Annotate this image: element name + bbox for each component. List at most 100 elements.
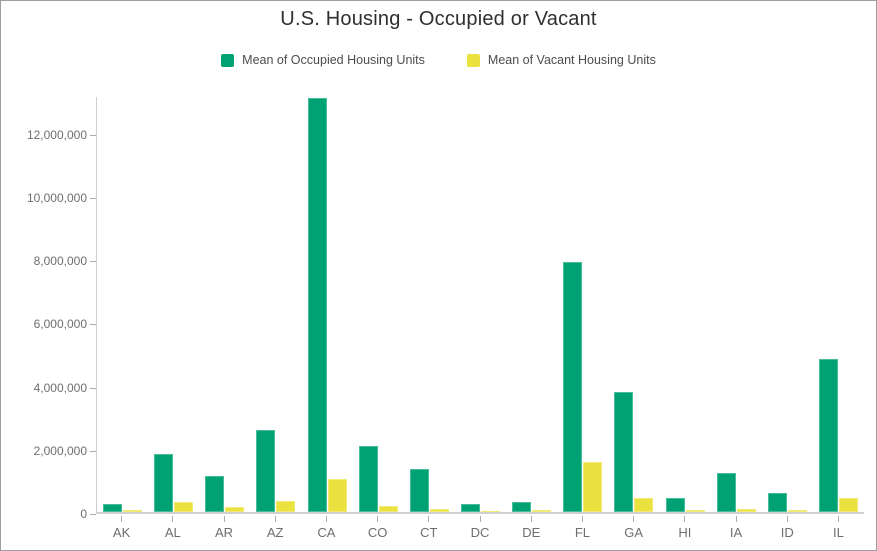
x-label-de: DE [522, 525, 541, 540]
occupied-bar-co[interactable] [358, 445, 378, 512]
y-tick-label: 12,000,000 [26, 127, 87, 142]
y-tick-mark [90, 198, 96, 200]
bar-group-fl [557, 97, 608, 512]
x-label-ca: CA [317, 525, 336, 540]
bar-group-dc [455, 97, 506, 512]
vacant-bar-ga[interactable] [634, 498, 654, 512]
x-axis-labels: AK AL AR AZ CA CO CT DC DE FL GA HI IA ID IL [96, 525, 864, 540]
occupied-bar-id[interactable] [767, 493, 787, 512]
vacant-bar-ak[interactable] [123, 510, 143, 512]
vacant-bar-ar[interactable] [225, 506, 245, 512]
occupied-bar-dc[interactable] [461, 504, 481, 512]
x-tick-mark [223, 516, 225, 522]
x-tick-mark [786, 516, 788, 522]
vacant-bar-co[interactable] [378, 506, 398, 512]
vacant-bar-id[interactable] [787, 510, 807, 512]
x-tick-cell [147, 516, 198, 522]
bar-group-ak [97, 97, 148, 512]
y-tick-mark [90, 514, 96, 515]
vacant-bar-hi[interactable] [685, 510, 705, 512]
y-tick-label: 4,000,000 [33, 380, 87, 395]
x-label-ar: AR [214, 525, 234, 540]
legend-item-occupied[interactable]: Mean of Occupied Housing Units [221, 53, 425, 67]
x-tick-mark [121, 516, 123, 522]
occupied-bar-az[interactable] [256, 429, 276, 512]
x-label-hi: HI [678, 525, 692, 540]
x-tick-cell [198, 516, 249, 522]
y-tick-label: 0 [80, 507, 87, 521]
occupied-bar-ar[interactable] [205, 476, 225, 512]
x-tick-mark [530, 516, 532, 522]
bar-group-co [353, 97, 404, 512]
x-tick-mark [172, 516, 174, 522]
x-tick-mark [684, 516, 686, 522]
y-tick-label: 2,000,000 [33, 443, 87, 458]
legend-item-vacant[interactable]: Mean of Vacant Housing Units [466, 53, 656, 67]
x-tick-cell [250, 516, 301, 522]
bar-group-il [813, 97, 864, 512]
occupied-bar-ca[interactable] [307, 98, 327, 512]
y-tick-label: 10,000,000 [26, 191, 87, 206]
y-tick-mark [90, 387, 96, 389]
vacant-bar-ca[interactable] [327, 478, 347, 512]
x-tick-cell [454, 516, 505, 522]
x-label-ak: AK [112, 525, 131, 540]
x-label-ia: IA [729, 525, 743, 540]
bar-group-ar [199, 97, 250, 512]
x-label-az: AZ [266, 525, 284, 540]
y-tick-mark [90, 261, 96, 263]
x-label-co: CO [367, 525, 388, 540]
y-axis-ticks [90, 97, 96, 515]
x-tick-cell [762, 516, 813, 522]
x-tick-cell [710, 516, 761, 522]
x-label-dc: DC [470, 525, 490, 540]
occupied-bar-ga[interactable] [614, 392, 634, 512]
y-tick-mark [90, 134, 96, 136]
occupied-bar-ak[interactable] [103, 504, 123, 512]
legend-label-vacant: Mean of Vacant Housing Units [487, 53, 656, 67]
vacant-bar-dc[interactable] [481, 511, 501, 512]
x-label-id: ID [780, 525, 794, 540]
occupied-bar-ia[interactable] [716, 473, 736, 512]
vacant-bar-il[interactable] [839, 497, 859, 512]
occupied-bar-hi[interactable] [665, 498, 685, 512]
x-tick-cell [96, 516, 147, 522]
bar-group-az [250, 97, 301, 512]
x-tick-cell [557, 516, 608, 522]
occupied-bar-il[interactable] [819, 358, 839, 512]
bar-group-de [506, 97, 557, 512]
x-label-fl: FL [574, 525, 591, 540]
vacant-bar-az[interactable] [276, 501, 296, 512]
occupied-swatch-icon [221, 53, 235, 67]
x-label-al: AL [164, 525, 181, 540]
vacant-bar-ia[interactable] [736, 509, 756, 512]
occupied-bar-fl[interactable] [563, 262, 583, 512]
vacant-bar-ct[interactable] [429, 509, 449, 512]
x-tick-mark [837, 516, 839, 522]
vacant-bar-de[interactable] [532, 510, 552, 512]
occupied-bar-ct[interactable] [409, 469, 429, 512]
x-tick-mark [735, 516, 737, 522]
x-tick-cell [301, 516, 352, 522]
occupied-bar-al[interactable] [154, 453, 174, 512]
x-tick-mark [581, 516, 583, 522]
occupied-bar-de[interactable] [512, 501, 532, 512]
vacant-bar-fl[interactable] [583, 462, 603, 512]
x-tick-cell [608, 516, 659, 522]
bar-group-ct [404, 97, 455, 512]
x-tick-cell [403, 516, 454, 522]
y-tick-label: 6,000,000 [33, 317, 87, 332]
x-label-il: IL [833, 525, 844, 540]
x-label-ct: CT [420, 525, 438, 540]
bar-group-ga [608, 97, 659, 512]
bar-group-hi [660, 97, 711, 512]
bar-group-ca [302, 97, 353, 512]
x-tick-mark [428, 516, 430, 522]
vacant-bar-al[interactable] [174, 501, 194, 512]
x-tick-mark [274, 516, 276, 522]
x-tick-mark [633, 516, 635, 522]
x-tick-mark [325, 516, 327, 522]
x-axis-ticks [96, 516, 864, 522]
legend: Mean of Occupied Housing Units Mean of V… [1, 53, 876, 67]
